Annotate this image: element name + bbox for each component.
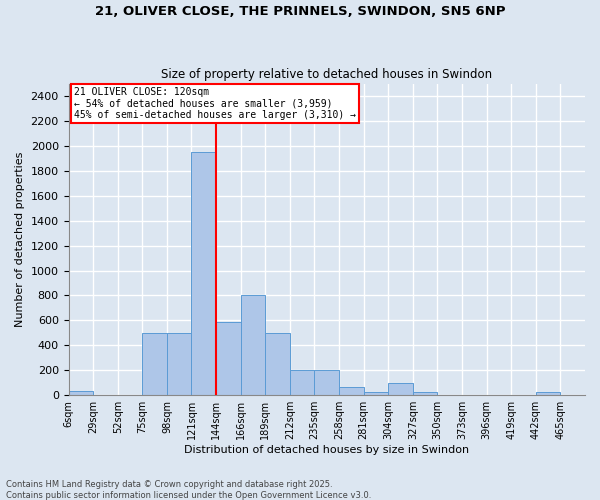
Bar — [167, 333, 191, 395]
Bar — [142, 333, 167, 395]
Y-axis label: Number of detached properties: Number of detached properties — [15, 152, 25, 327]
Bar — [290, 370, 314, 395]
Text: 21 OLIVER CLOSE: 120sqm
← 54% of detached houses are smaller (3,959)
45% of semi: 21 OLIVER CLOSE: 120sqm ← 54% of detache… — [74, 86, 356, 120]
Text: Contains HM Land Registry data © Crown copyright and database right 2025.
Contai: Contains HM Land Registry data © Crown c… — [6, 480, 371, 500]
Bar — [339, 387, 364, 395]
Bar — [536, 392, 560, 395]
Bar — [68, 392, 93, 395]
Bar — [265, 333, 290, 395]
Bar — [388, 382, 413, 395]
Bar — [314, 370, 339, 395]
X-axis label: Distribution of detached houses by size in Swindon: Distribution of detached houses by size … — [184, 445, 469, 455]
Text: 21, OLIVER CLOSE, THE PRINNELS, SWINDON, SN5 6NP: 21, OLIVER CLOSE, THE PRINNELS, SWINDON,… — [95, 5, 505, 18]
Bar — [241, 296, 265, 395]
Title: Size of property relative to detached houses in Swindon: Size of property relative to detached ho… — [161, 68, 493, 81]
Bar — [216, 322, 241, 395]
Bar — [364, 392, 388, 395]
Bar — [413, 392, 437, 395]
Bar — [191, 152, 216, 395]
